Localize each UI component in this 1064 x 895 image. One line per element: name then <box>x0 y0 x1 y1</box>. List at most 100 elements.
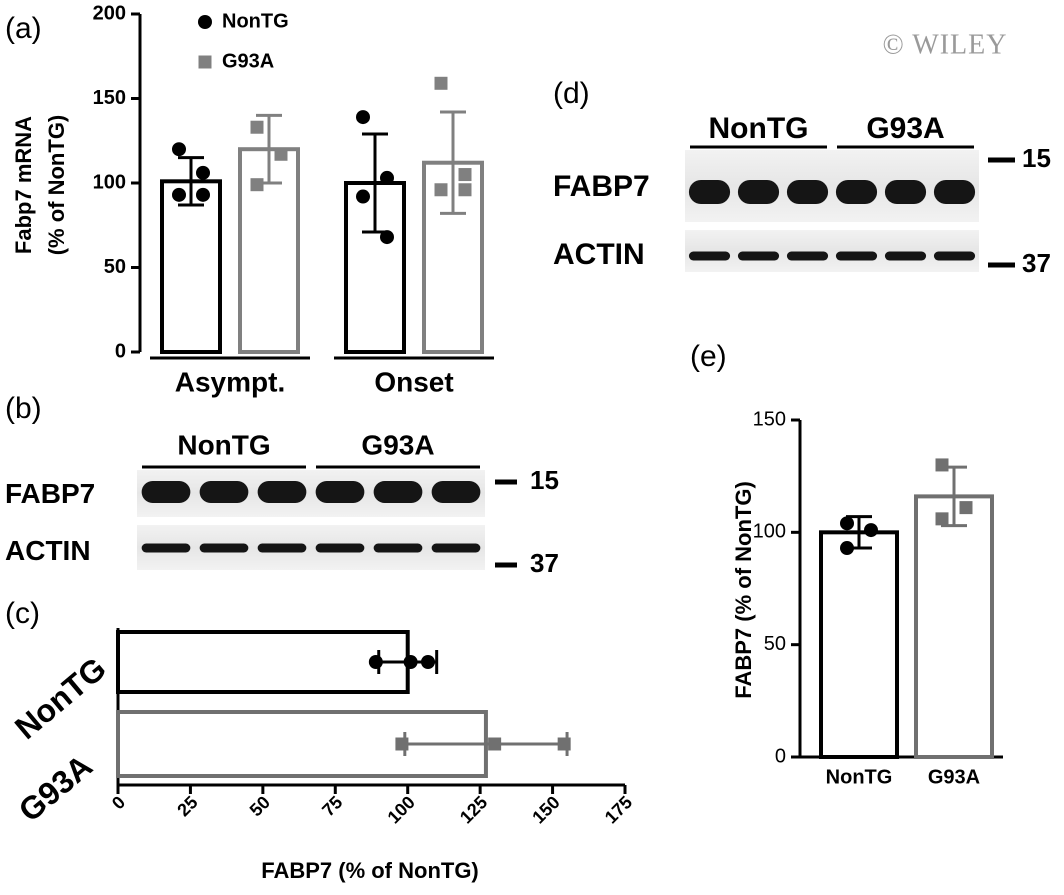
blot-band <box>257 481 307 503</box>
blot-band <box>373 543 423 553</box>
blot-background <box>137 525 485 570</box>
group-label: NonTG <box>709 112 809 145</box>
data-point <box>368 655 383 669</box>
data-point <box>864 523 878 538</box>
data-point <box>840 541 854 556</box>
legend-label: NonTG <box>222 10 289 32</box>
blot-band <box>431 543 481 553</box>
panel-label: (d) <box>553 77 590 110</box>
data-point <box>434 76 448 90</box>
bar <box>116 710 488 778</box>
blot-band <box>884 251 927 261</box>
data-point <box>196 187 210 202</box>
x-axis-label: FABP7 (% of NonTG) <box>261 858 479 883</box>
blot-band <box>835 251 878 261</box>
blot-band <box>737 180 780 204</box>
y-axis-label: FABP7 (% of NonTG) <box>731 481 756 699</box>
data-point <box>959 501 973 515</box>
x-tick-label: 75 <box>318 792 346 820</box>
y-tick-label: 0 <box>775 745 786 767</box>
data-point <box>198 55 212 69</box>
row-label: FABP7 <box>5 478 95 509</box>
data-point <box>356 189 370 204</box>
blot-band <box>315 481 365 503</box>
y-tick-label: G93A <box>12 747 99 828</box>
blot-band <box>315 543 365 553</box>
data-point <box>198 15 212 29</box>
blot-band <box>688 180 731 204</box>
x-tick-label: 0 <box>108 792 129 813</box>
x-tick-label: Onset <box>374 366 453 397</box>
y-axis-label: (% of NonTG) <box>44 115 69 256</box>
data-point <box>196 165 210 180</box>
y-tick-label: 50 <box>764 633 786 655</box>
row-label: ACTIN <box>5 535 91 566</box>
blot-background <box>685 150 979 222</box>
size-marker-label: 15 <box>1022 143 1051 173</box>
data-point <box>356 110 370 125</box>
data-point <box>172 187 186 202</box>
y-tick-label: 50 <box>104 256 126 278</box>
y-tick-label: 0 <box>115 340 126 362</box>
data-point <box>380 170 394 185</box>
x-tick-label: 125 <box>456 792 491 827</box>
size-marker-label: 37 <box>530 548 559 578</box>
data-point <box>250 120 264 134</box>
data-point <box>380 230 394 245</box>
blot-band <box>933 251 976 261</box>
data-point <box>434 183 448 197</box>
x-tick-label: 150 <box>528 792 563 827</box>
blot-background <box>137 470 485 517</box>
x-tick-label: Asympt. <box>175 366 285 397</box>
bar <box>116 630 410 694</box>
y-tick-label: 150 <box>93 87 126 109</box>
y-tick-label: NonTG <box>8 650 113 746</box>
blot-band <box>835 180 878 204</box>
x-tick-label: 25 <box>173 792 201 820</box>
legend-label: G93A <box>222 50 274 72</box>
blot-band <box>373 481 423 503</box>
blot-band <box>786 251 829 261</box>
blot-background <box>685 230 979 272</box>
y-tick-label: 100 <box>753 521 786 543</box>
y-tick-label: 200 <box>93 2 126 24</box>
y-tick-label: 100 <box>93 171 126 193</box>
data-point <box>403 655 418 669</box>
data-point <box>395 737 409 751</box>
blot-band <box>884 180 927 204</box>
row-label: FABP7 <box>553 170 650 203</box>
x-tick-label: NonTG <box>826 766 893 788</box>
data-point <box>420 655 435 669</box>
row-label: ACTIN <box>553 238 645 271</box>
blot-band <box>199 481 249 503</box>
bar <box>160 179 222 354</box>
x-tick-label: G93A <box>928 766 980 788</box>
data-point <box>935 458 949 472</box>
group-label: NonTG <box>177 429 270 460</box>
data-point <box>458 168 472 182</box>
x-tick-label: 100 <box>384 792 419 827</box>
y-tick-label: 150 <box>753 408 786 430</box>
group-label: G93A <box>866 112 944 145</box>
x-tick-label: 50 <box>246 792 274 820</box>
blot-band <box>737 251 780 261</box>
blot-band <box>933 180 976 204</box>
group-label: G93A <box>361 429 434 460</box>
y-axis-label: Fabp7 mRNA <box>11 116 36 254</box>
x-tick-label: 175 <box>601 792 636 827</box>
blot-band <box>141 481 191 503</box>
data-point <box>274 147 288 161</box>
blot-band <box>141 543 191 553</box>
data-point <box>935 512 949 526</box>
blot-band <box>431 481 481 503</box>
panel-label: (c) <box>5 597 40 630</box>
data-point <box>458 183 472 197</box>
data-point <box>557 737 571 751</box>
panel-label: (a) <box>5 12 42 45</box>
size-marker-label: 37 <box>1022 248 1051 278</box>
blot-band <box>257 543 307 553</box>
blot-band <box>199 543 249 553</box>
data-point <box>488 737 502 751</box>
data-point <box>840 516 854 531</box>
bar <box>914 494 994 759</box>
